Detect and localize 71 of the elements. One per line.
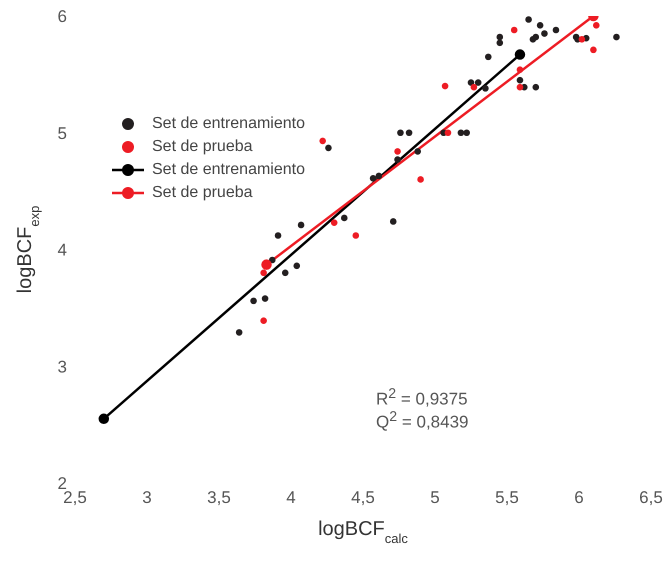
legend-label: Set de entrenamiento [152,160,305,180]
point [293,262,300,270]
point [262,295,268,302]
point [458,129,464,136]
point [552,26,560,34]
point [236,329,242,336]
annotation: R$^{2}$ = 0,9375 [376,386,468,410]
point [352,232,360,239]
legend-label: Set de prueba [152,183,253,203]
point [532,34,540,40]
x-tick-label: 3 [142,488,152,508]
x-tick-label: 2,5 [63,488,87,508]
point [442,82,448,90]
point [330,219,338,226]
point [406,129,412,136]
x-axis-title: logBCF$_{calc}$ [318,518,408,546]
point [474,79,482,86]
point [496,40,504,46]
point [516,84,524,91]
point [516,66,524,74]
point [260,317,267,324]
x-tick-label: 5,5 [495,488,519,508]
point [376,172,382,180]
point [394,148,401,155]
point [319,138,326,144]
point [525,16,532,23]
point [444,129,452,136]
point [394,156,401,163]
point [510,26,518,34]
point [463,129,470,136]
point [484,54,492,60]
point [340,214,348,222]
point [532,84,540,91]
y-tick-label: 3 [58,357,67,376]
point [414,148,422,155]
point [592,22,600,29]
x-tick-label: 6 [574,488,584,508]
point [250,298,257,304]
point [261,259,272,270]
x-tick-label: 4 [286,488,296,508]
point [98,414,110,424]
point [516,76,524,84]
point [541,30,548,37]
point [578,36,586,43]
point [613,34,620,40]
point [496,34,504,40]
point [325,144,332,152]
point [298,222,304,228]
point [468,79,474,86]
annotation: Q$^{2}$ = 0,8439 [376,409,468,433]
y-tick-label: 6 [58,7,67,26]
point [390,218,397,225]
point [282,270,289,276]
point [482,85,489,92]
legend-label: Set de entrenamiento [152,114,305,134]
point [470,84,478,91]
point [274,232,282,239]
x-tick-label: 6,5 [639,488,663,508]
point [370,174,376,182]
point [514,49,526,60]
point [397,129,404,136]
point [417,176,424,183]
x-tick-label: 5 [430,488,440,508]
x-tick-label: 4,5 [351,488,375,508]
y-tick-label: 4 [58,240,67,260]
y-tick-label: 5 [58,124,67,143]
x-tick-label: 3,5 [207,488,231,508]
point [536,22,544,29]
legend-label: Set de prueba [152,137,253,157]
point [260,270,267,276]
point [590,46,597,54]
